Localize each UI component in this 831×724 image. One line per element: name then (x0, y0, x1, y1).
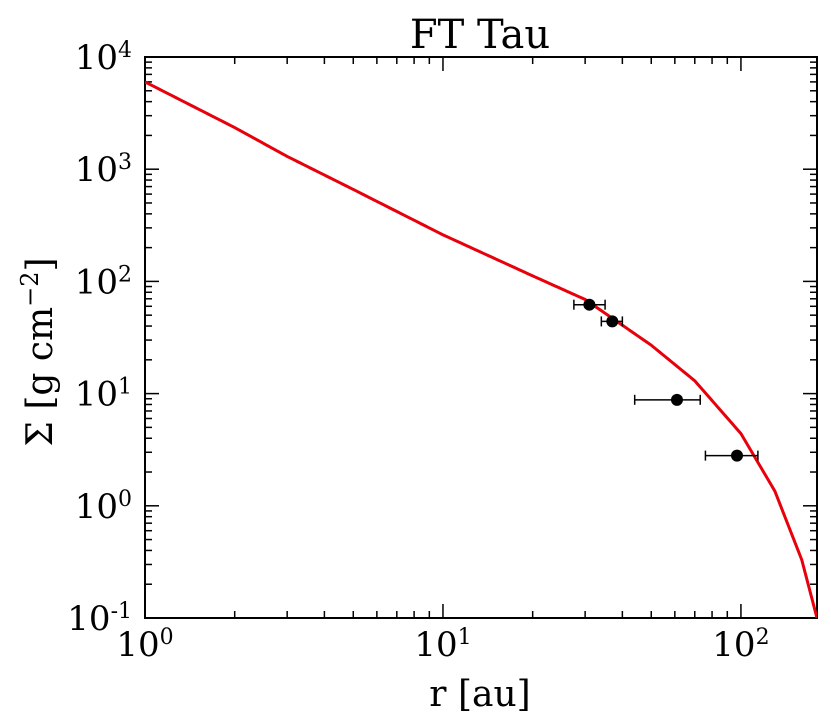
plot-frame (144, 56, 818, 619)
model-curve (145, 80, 817, 618)
chart-title: FT Tau (410, 12, 550, 58)
x-tick-label: 101 (414, 625, 471, 666)
x-tick-label: 100 (116, 625, 173, 666)
y-tick-label: 104 (75, 38, 132, 79)
x-axis-label: r [au] (429, 674, 530, 715)
data-point (730, 449, 743, 462)
y-axis-label: Σ [g cm−2] (16, 257, 61, 446)
y-axis-label-close: ] (20, 257, 61, 271)
data-point (606, 315, 619, 328)
y-axis-label-main: Σ [g cm (20, 307, 61, 447)
y-tick-label: 10-1 (67, 599, 132, 640)
y-tick-label: 102 (75, 262, 132, 303)
y-tick-label: 103 (75, 150, 132, 191)
y-tick-label: 101 (75, 374, 132, 415)
data-point (670, 393, 683, 406)
data-point (583, 298, 596, 311)
y-axis-label-exp: −2 (16, 271, 44, 306)
x-tick-label: 102 (712, 625, 769, 666)
y-tick-label: 100 (75, 486, 132, 527)
